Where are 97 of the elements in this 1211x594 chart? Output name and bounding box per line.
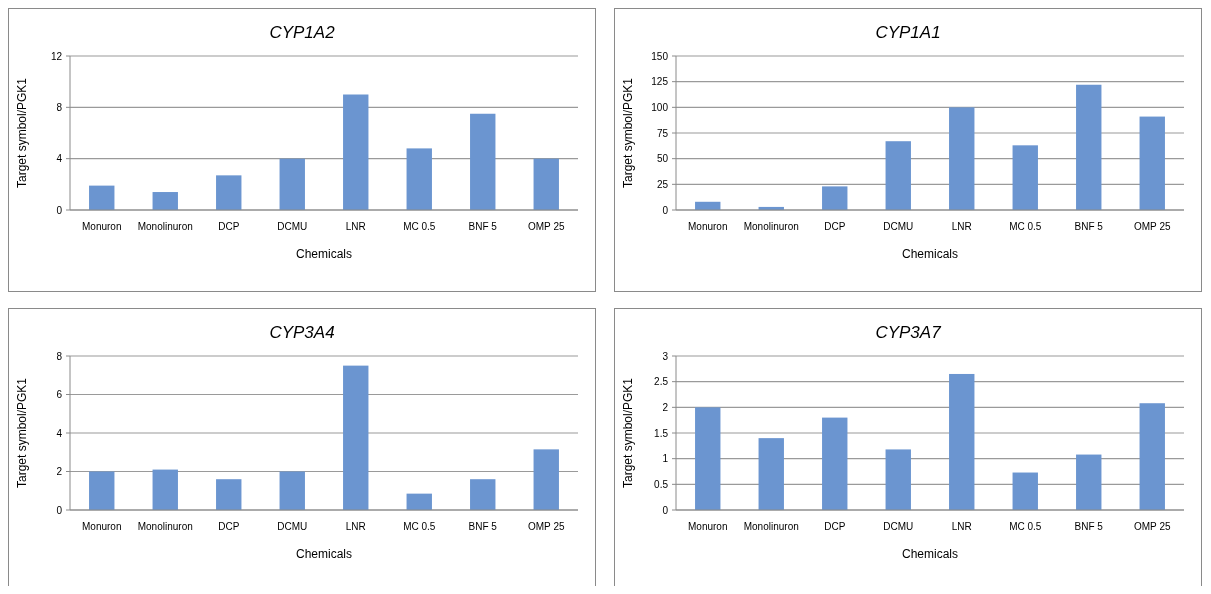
- y-tick-label: 2.5: [654, 376, 669, 388]
- y-tick-label: 0: [662, 504, 669, 516]
- chart-title: CYP3A7: [875, 323, 942, 342]
- y-tick-label: 6: [56, 389, 63, 400]
- bar: [279, 158, 305, 210]
- bar: [152, 192, 178, 210]
- bar: [89, 185, 115, 210]
- y-axis-title: Target symbol/PGK1: [15, 77, 29, 189]
- x-tick-label: MC 0.5: [403, 221, 436, 232]
- x-tick-label: LNR: [951, 521, 972, 532]
- y-tick-label: 75: [656, 127, 669, 139]
- y-tick-label: 25: [656, 178, 669, 190]
- x-tick-label: DCMU: [277, 221, 308, 232]
- y-tick-label: 2: [662, 401, 669, 413]
- x-tick-label: MC 0.5: [1009, 221, 1042, 232]
- bar: [216, 479, 242, 510]
- bar: [885, 141, 911, 210]
- x-tick-label: Monolinuron: [743, 521, 799, 532]
- x-tick-label: Monuron: [82, 521, 122, 532]
- bar: [1076, 454, 1102, 510]
- bar: [533, 449, 559, 510]
- y-tick-label: 125: [651, 76, 669, 88]
- y-axis-title: Target symbol/PGK1: [621, 77, 635, 189]
- x-axis-title: Chemicals: [901, 547, 959, 561]
- x-tick-label: OMP 25: [528, 521, 565, 532]
- bar: [343, 365, 369, 510]
- y-tick-label: 100: [651, 101, 669, 113]
- bar: [949, 107, 975, 210]
- x-tick-label: DCP: [218, 521, 240, 532]
- x-tick-label: DCMU: [883, 521, 914, 532]
- y-tick-label: 4: [56, 427, 63, 439]
- x-tick-label: Monolinuron: [743, 221, 799, 232]
- y-axis-title: Target symbol/PGK1: [15, 377, 29, 489]
- x-tick-label: MC 0.5: [403, 521, 436, 532]
- chart-title: CYP1A1: [875, 23, 941, 42]
- y-tick-label: 2: [56, 466, 63, 477]
- x-tick-label: OMP 25: [1134, 521, 1171, 532]
- x-tick-label: Monolinuron: [137, 221, 193, 232]
- y-axis-title: Target symbol/PGK1: [621, 377, 635, 489]
- x-axis-title: Chemicals: [901, 247, 959, 261]
- x-tick-label: Monuron: [688, 521, 728, 532]
- x-tick-label: BNF 5: [1074, 521, 1104, 532]
- y-tick-label: 0: [662, 204, 669, 216]
- x-tick-label: OMP 25: [528, 221, 565, 232]
- y-tick-label: 1: [662, 453, 669, 465]
- chart-title: CYP1A2: [269, 23, 336, 42]
- y-tick-label: 0: [56, 504, 63, 516]
- y-tick-label: 3: [662, 350, 669, 362]
- bar: [406, 148, 432, 210]
- bar: [216, 175, 242, 210]
- bar: [1012, 145, 1038, 210]
- bar: [1012, 472, 1038, 510]
- x-tick-label: OMP 25: [1134, 221, 1171, 232]
- bar: [1076, 84, 1102, 210]
- y-tick-label: 8: [56, 101, 63, 113]
- bar: [279, 471, 305, 510]
- bar: [470, 113, 496, 210]
- x-tick-label: DCP: [824, 521, 846, 532]
- x-tick-label: Monuron: [688, 221, 728, 232]
- bar: [758, 438, 784, 510]
- bar: [470, 479, 496, 510]
- x-tick-label: LNR: [345, 521, 366, 532]
- bar: [885, 449, 911, 510]
- x-tick-label: DCP: [218, 221, 240, 232]
- x-axis-title: Chemicals: [295, 547, 353, 561]
- x-tick-label: Monuron: [82, 221, 122, 232]
- chart-title: CYP3A4: [269, 323, 335, 342]
- bar: [89, 471, 115, 510]
- bar: [1139, 116, 1165, 210]
- x-tick-label: BNF 5: [468, 221, 498, 232]
- x-tick-label: BNF 5: [1074, 221, 1104, 232]
- y-tick-label: 4: [56, 153, 63, 165]
- y-tick-label: 12: [50, 50, 63, 62]
- x-tick-label: LNR: [345, 221, 366, 232]
- bar: [695, 407, 721, 510]
- x-tick-label: DCMU: [277, 521, 308, 532]
- x-tick-label: BNF 5: [468, 521, 498, 532]
- bar: [152, 469, 178, 510]
- bar: [822, 417, 848, 510]
- x-tick-label: Monolinuron: [137, 521, 193, 532]
- y-tick-label: 50: [656, 153, 669, 165]
- bar: [406, 493, 432, 510]
- y-tick-label: 150: [651, 50, 669, 62]
- x-tick-label: LNR: [951, 221, 972, 232]
- y-tick-label: 0.5: [654, 478, 669, 490]
- bar: [822, 186, 848, 210]
- y-tick-label: 8: [56, 350, 63, 362]
- bar: [1139, 403, 1165, 510]
- x-tick-label: DCMU: [883, 221, 914, 232]
- y-tick-label: 1.5: [654, 427, 669, 439]
- x-tick-label: MC 0.5: [1009, 521, 1042, 532]
- x-axis-title: Chemicals: [295, 247, 353, 261]
- bar: [533, 158, 559, 210]
- y-tick-label: 0: [56, 204, 63, 216]
- bar: [343, 94, 369, 210]
- x-tick-label: DCP: [824, 221, 846, 232]
- bar: [949, 373, 975, 510]
